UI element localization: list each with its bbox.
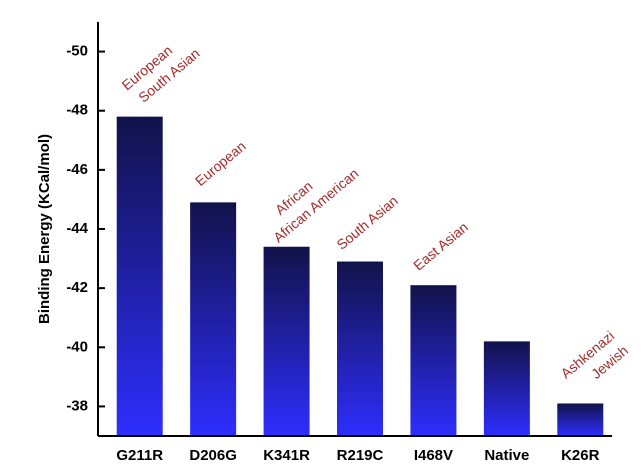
bar [263,246,310,436]
annotation: European [192,138,249,189]
y-tick-label: -40 [66,338,88,355]
y-axis-label: Binding Energy (KCal/mol) [36,134,53,324]
x-tick-label: K26R [561,447,600,464]
annotation-line: European [192,138,249,189]
x-tick-label: I468V [414,447,453,464]
y-tick-label: -48 [66,102,88,119]
bar [337,261,383,436]
y-tick-label: -44 [66,220,88,237]
annotation: South Asian [333,192,401,252]
y-tick-label: -50 [66,43,88,60]
bar [483,341,530,436]
y-tick-label: -46 [66,161,88,178]
bar [557,403,604,436]
bar [410,285,457,436]
annotation-line: South Asian [333,192,401,252]
annotation: East Asian [410,219,471,274]
annotation-line: East Asian [410,219,471,274]
x-tick-label: Native [484,447,529,464]
y-tick-label: -38 [66,397,88,414]
bar [116,116,163,436]
x-tick-label: K341R [263,447,310,464]
x-tick-label: R219C [337,447,384,464]
x-tick-label: G211R [116,447,163,464]
y-tick-label: -42 [66,279,88,296]
bar [190,202,237,436]
x-tick-label: D206G [189,447,237,464]
